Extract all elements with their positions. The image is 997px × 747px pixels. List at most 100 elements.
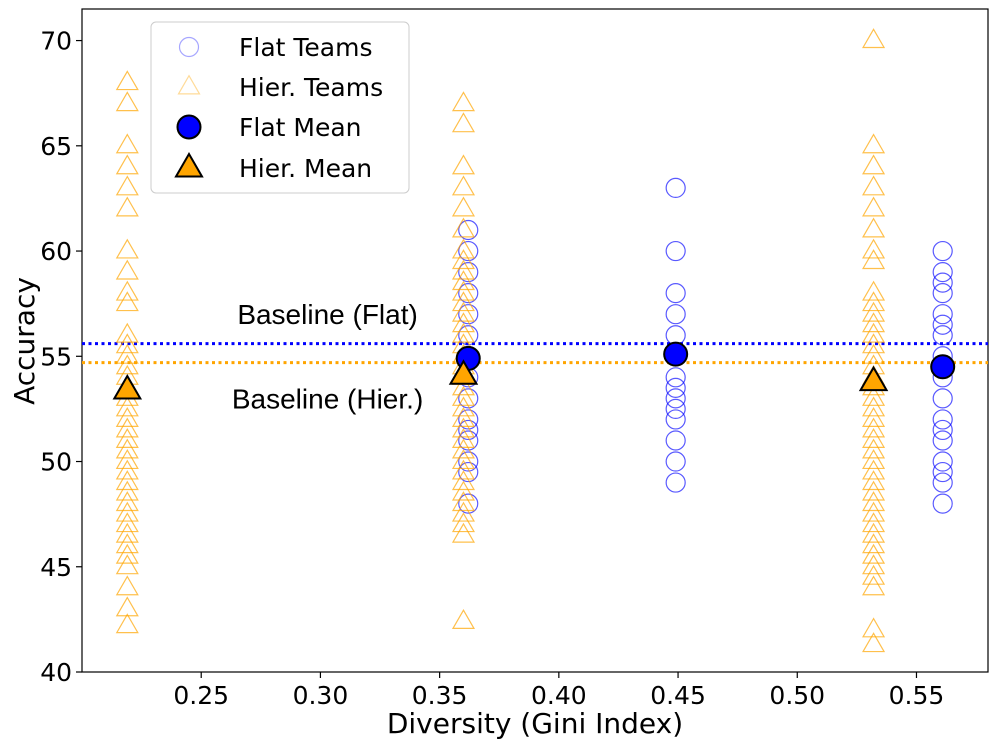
hier-team-point (862, 196, 886, 217)
hier-team-point (115, 470, 139, 491)
hier-team-point (862, 280, 886, 301)
hier-team-point (862, 480, 886, 501)
flat-team-point (932, 472, 953, 493)
hier-team-point (862, 543, 886, 564)
hier-team-point (451, 470, 476, 491)
hier-team-point (451, 270, 476, 291)
hier-team-point (862, 322, 886, 343)
flat-team-point (458, 325, 479, 346)
flat-team-point (458, 304, 479, 325)
flat-team-point (458, 261, 479, 283)
hier-team-point (862, 249, 886, 270)
flat-team-point (665, 377, 686, 398)
flat-team-point (932, 419, 953, 441)
hier-team-point (862, 617, 886, 638)
flat-team-point (665, 283, 686, 304)
hier-team-point (862, 333, 886, 354)
hier-team-point (862, 459, 886, 480)
legend-hier-teams-marker (177, 74, 201, 95)
legend-hier-mean-marker (174, 152, 204, 178)
hier-team-point (862, 291, 886, 312)
flat-team-point (458, 409, 479, 430)
hier-team-point (451, 512, 476, 533)
hier-team-point (451, 196, 476, 217)
hier-team-point (115, 554, 139, 575)
hier-team-point (115, 238, 139, 259)
hier-team-point (451, 375, 476, 396)
hier-team-point (115, 343, 139, 364)
y-tick-label: 40 (40, 658, 72, 687)
flat-team-point (665, 398, 686, 420)
hier-team-point (115, 291, 139, 312)
flat-team-point (458, 419, 479, 441)
hier-team-point (862, 501, 886, 522)
hier-team-point (115, 354, 139, 375)
legend-label: Flat Mean (239, 113, 362, 142)
hier-team-point (862, 312, 886, 333)
hier-team-point (451, 312, 476, 333)
flat-team-point (458, 219, 479, 241)
hier-team-point (115, 438, 139, 459)
annotations-layer: Baseline (Flat) Baseline (Hier.) (232, 299, 423, 414)
hier-team-point (862, 554, 886, 575)
y-tick-label: 50 (40, 448, 72, 477)
flat-team-point (932, 461, 953, 483)
legend-label: Hier. Mean (239, 154, 372, 183)
hier-team-point (451, 291, 476, 312)
flat-team-point (932, 493, 953, 514)
flat-team-point (932, 314, 953, 335)
flat-team-point (665, 472, 686, 493)
hier-team-point (451, 480, 476, 501)
flat-mean-point (663, 341, 689, 367)
flat-team-point (665, 388, 686, 409)
hier-team-point (451, 91, 476, 112)
x-tick-label: 0.55 (889, 681, 945, 710)
hier-team-point (451, 438, 476, 459)
hier-team-point (862, 28, 886, 49)
hier-team-point (115, 396, 139, 417)
hier-team-point (862, 217, 886, 238)
flat-team-point (458, 493, 479, 514)
hier-team-point (115, 259, 139, 280)
hier-team-point (451, 501, 476, 522)
hier-team-point (862, 512, 886, 533)
hier-team-point (451, 217, 476, 238)
hier-team-point (115, 70, 139, 91)
legend-label: Flat Teams (239, 33, 373, 62)
x-tick-label: 0.40 (531, 681, 587, 710)
x-tick-label: 0.45 (650, 681, 706, 710)
y-tick-label: 60 (40, 237, 72, 266)
flat-team-point (665, 177, 686, 199)
hier-team-point (115, 322, 139, 343)
hier-team-point (451, 609, 476, 629)
flat-team-point (932, 325, 953, 346)
hier-team-point (862, 491, 886, 512)
hier-team-point (115, 459, 139, 480)
hier-team-point (451, 522, 476, 543)
baselines-layer (82, 342, 988, 365)
flat-team-point (932, 240, 953, 262)
hier-mean-point (858, 365, 889, 392)
hier-team-point (451, 491, 476, 512)
flat-team-point (932, 430, 953, 451)
hier-team-point (862, 175, 886, 196)
hier-team-point (862, 154, 886, 175)
flat-team-point (932, 261, 953, 283)
flat-team-point (458, 388, 479, 409)
flat-team-point (458, 283, 479, 304)
hier-team-point (862, 449, 886, 470)
hier-team-point (451, 459, 476, 480)
hier-team-point (862, 301, 886, 322)
flat-team-point (665, 304, 686, 325)
hier-team-point (451, 175, 476, 196)
hier-team-point (451, 154, 476, 175)
y-tick-label: 70 (40, 27, 72, 56)
hier-team-point (451, 385, 476, 406)
hier-team-point (115, 196, 139, 217)
hier-team-point (115, 175, 139, 196)
hier-mean-point (448, 359, 479, 385)
flat-team-point (932, 283, 953, 304)
hier-team-point (115, 449, 139, 470)
legend: Flat Teams Hier. Teams Flat Mean Hier. Mean (150, 21, 410, 194)
